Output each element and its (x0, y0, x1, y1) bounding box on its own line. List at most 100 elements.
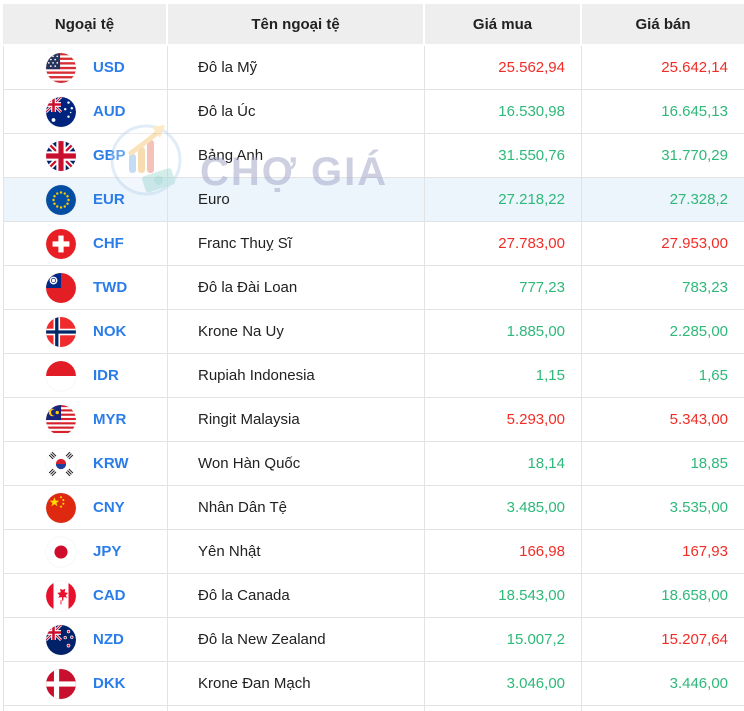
currency-name: Franc Thuỵ Sĩ (168, 222, 425, 266)
currency-name (168, 706, 425, 711)
buy-price: 16.530,98 (425, 90, 582, 134)
table-row-chf[interactable]: CHF Franc Thuỵ Sĩ 27.783,00 27.953,00 (3, 222, 744, 266)
tw-flag-icon (46, 273, 76, 303)
table-row-krw[interactable]: KRW Won Hàn Quốc 18,14 18,85 (3, 442, 744, 486)
column-header-currency: Ngoại tệ (3, 4, 168, 46)
currency-code-link[interactable]: EUR (93, 191, 125, 208)
table-row-cny[interactable]: CNY Nhân Dân Tệ 3.485,00 3.535,00 (3, 486, 744, 530)
table-body: USD Đô la Mỹ 25.562,94 25.642,14 AUD Đô … (3, 46, 744, 711)
table-row-eur[interactable]: EUR Euro 27.218,22 27.328,2 (3, 178, 744, 222)
gb-flag-icon (46, 141, 76, 171)
table-row-nok[interactable]: NOK Krone Na Uy 1.885,00 2.285,00 (3, 310, 744, 354)
currency-code-link[interactable]: IDR (93, 367, 119, 384)
sell-price: 25.642,14 (582, 46, 744, 90)
dk-flag-icon (46, 669, 76, 699)
table-row-usd[interactable]: USD Đô la Mỹ 25.562,94 25.642,14 (3, 46, 744, 90)
table-row-jpy[interactable]: JPY Yên Nhật 166,98 167,93 (3, 530, 744, 574)
currency-cell: NOK (4, 317, 167, 347)
table-row-twd[interactable]: TWD Đô la Đài Loan 777,23 783,23 (3, 266, 744, 310)
buy-price: 25.562,94 (425, 46, 582, 90)
buy-price: 27.783,00 (425, 222, 582, 266)
currency-name: Krone Đan Mạch (168, 662, 425, 706)
sell-price: 3.446,00 (582, 662, 744, 706)
id-flag-icon (46, 361, 76, 391)
table-row-idr[interactable]: IDR Rupiah Indonesia 1,15 1,65 (3, 354, 744, 398)
buy-price: 27.218,22 (425, 178, 582, 222)
currency-code-link[interactable]: GBP (93, 147, 126, 164)
table-row-dkk[interactable]: DKK Krone Đan Mạch 3.046,00 3.446,00 (3, 662, 744, 706)
currency-code-link[interactable]: AUD (93, 103, 126, 120)
table-row-cad[interactable]: CAD Đô la Canada 18.543,00 18.658,00 (3, 574, 744, 618)
us-flag-icon (46, 53, 76, 83)
currency-code-link[interactable]: CNY (93, 499, 125, 516)
sell-price: 31.770,29 (582, 134, 744, 178)
ch-flag-icon (46, 229, 76, 259)
sell-price: 2.285,00 (582, 310, 744, 354)
column-header-sell-price: Giá bán (582, 4, 744, 46)
currency-name: Yên Nhật (168, 530, 425, 574)
currency-cell: TWD (4, 273, 167, 303)
buy-price (425, 706, 582, 711)
table-row-gbp[interactable]: GBP Bảng Anh 31.550,76 31.770,29 (3, 134, 744, 178)
table-row-partial (3, 706, 744, 711)
nz-flag-icon (46, 625, 76, 655)
jp-flag-icon (46, 537, 76, 567)
buy-price: 1,15 (425, 354, 582, 398)
currency-name: Đô la Canada (168, 574, 425, 618)
table-row-aud[interactable]: AUD Đô la Úc 16.530,98 16.645,13 (3, 90, 744, 134)
currency-name: Krone Na Uy (168, 310, 425, 354)
currency-cell: KRW (4, 449, 167, 479)
currency-cell: GBP (4, 141, 167, 171)
buy-price: 18,14 (425, 442, 582, 486)
currency-name: Euro (168, 178, 425, 222)
sell-price: 18,85 (582, 442, 744, 486)
currency-code-link[interactable]: JPY (93, 543, 122, 560)
my-flag-icon (46, 405, 76, 435)
sell-price: 783,23 (582, 266, 744, 310)
currency-cell: CHF (4, 229, 167, 259)
currency-name: Đô la Mỹ (168, 46, 425, 90)
currency-code-link[interactable]: USD (93, 59, 125, 76)
currency-cell: IDR (4, 361, 167, 391)
buy-price: 15.007,2 (425, 618, 582, 662)
kr-flag-icon (46, 449, 76, 479)
currency-name: Đô la Úc (168, 90, 425, 134)
currency-code-link[interactable]: KRW (93, 455, 129, 472)
currency-cell: EUR (4, 185, 167, 215)
currency-name: Ringit Malaysia (168, 398, 425, 442)
currency-cell: USD (4, 53, 167, 83)
currency-code-link[interactable]: DKK (93, 675, 126, 692)
buy-price: 18.543,00 (425, 574, 582, 618)
currency-cell: JPY (4, 537, 167, 567)
currency-name: Won Hàn Quốc (168, 442, 425, 486)
column-header-buy-price: Giá mua (425, 4, 582, 46)
currency-cell: NZD (4, 625, 167, 655)
buy-price: 777,23 (425, 266, 582, 310)
au-flag-icon (46, 97, 76, 127)
currency-code-link[interactable]: CAD (93, 587, 126, 604)
buy-price: 3.485,00 (425, 486, 582, 530)
currency-name: Nhân Dân Tệ (168, 486, 425, 530)
sell-price: 167,93 (582, 530, 744, 574)
currency-code-link[interactable]: CHF (93, 235, 124, 252)
currency-cell: MYR (4, 405, 167, 435)
currency-code-link[interactable]: NOK (93, 323, 127, 340)
sell-price: 18.658,00 (582, 574, 744, 618)
cn-flag-icon (46, 493, 76, 523)
eu-flag-icon (46, 185, 76, 215)
currency-cell: CAD (4, 581, 167, 611)
currency-name: Đô la Đài Loan (168, 266, 425, 310)
sell-price (582, 706, 744, 711)
sell-price: 16.645,13 (582, 90, 744, 134)
currency-code-link[interactable]: MYR (93, 411, 127, 428)
column-header-name: Tên ngoại tệ (168, 4, 425, 46)
sell-price: 15.207,64 (582, 618, 744, 662)
no-flag-icon (46, 317, 76, 347)
currency-code-link[interactable]: TWD (93, 279, 128, 296)
currency-name: Đô la New Zealand (168, 618, 425, 662)
table-row-nzd[interactable]: NZD Đô la New Zealand 15.007,2 15.207,64 (3, 618, 744, 662)
currency-code-link[interactable]: NZD (93, 631, 124, 648)
exchange-rate-table: Ngoại tệ Tên ngoại tệ Giá mua Giá bán US… (3, 4, 744, 711)
currency-name: Bảng Anh (168, 134, 425, 178)
table-row-myr[interactable]: MYR Ringit Malaysia 5.293,00 5.343,00 (3, 398, 744, 442)
